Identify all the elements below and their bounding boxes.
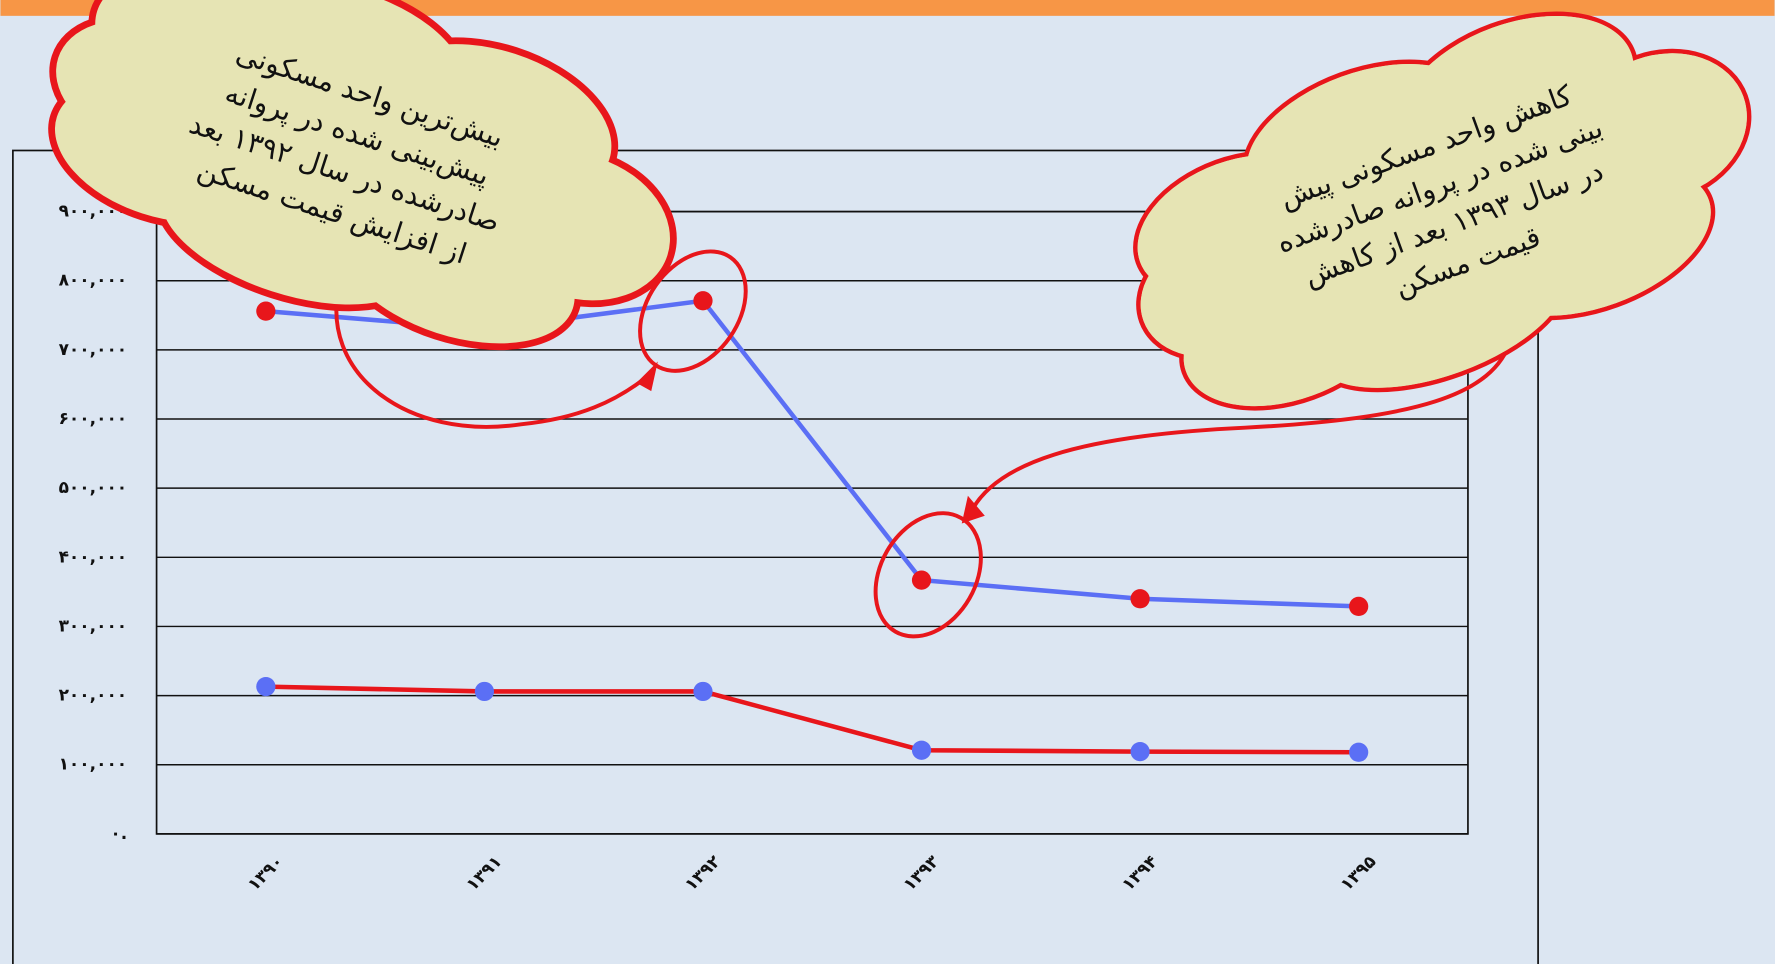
chart-frame bbox=[12, 149, 1539, 964]
data-point bbox=[1349, 596, 1369, 617]
data-point bbox=[693, 681, 713, 702]
y-tick-label: ۱۰۰,۰۰۰ bbox=[59, 755, 128, 775]
data-point bbox=[1130, 589, 1150, 609]
data-point bbox=[1349, 742, 1369, 762]
y-tick-label: ۵۰۰,۰۰۰ bbox=[59, 478, 128, 498]
y-tick-label: ۴۰۰,۰۰۰ bbox=[59, 547, 128, 567]
series-line bbox=[265, 684, 1359, 755]
cloud bbox=[1133, 11, 1752, 411]
cloud bbox=[48, 0, 677, 351]
data-point bbox=[1130, 741, 1150, 762]
data-point bbox=[256, 676, 276, 697]
data-point bbox=[911, 570, 932, 590]
data-point bbox=[256, 301, 276, 321]
data-point bbox=[911, 740, 932, 760]
data-point bbox=[693, 291, 713, 311]
y-tick-label: ۳۰۰,۰۰۰ bbox=[59, 616, 128, 636]
highlights bbox=[334, 249, 1513, 639]
arrow-head bbox=[961, 495, 985, 524]
plot: ۰. ۱۰۰,۰۰۰ ۲۰۰,۰۰۰ ۳۰۰,۰۰۰ ۴۰۰,۰۰۰ ۵۰۰,۰۰۰ ۶۰۰… bbox=[59, 202, 1469, 895]
y-tick-label: ۰. bbox=[110, 824, 127, 844]
arrow bbox=[969, 338, 1513, 513]
data-point bbox=[474, 681, 495, 702]
arrow bbox=[334, 282, 653, 429]
highlight-ellipse bbox=[873, 511, 983, 639]
y-tick-label: ۸۰۰,۰۰۰ bbox=[59, 271, 128, 291]
y-tick-label: ۲۰۰,۰۰۰ bbox=[59, 686, 128, 706]
y-tick-label: ۷۰۰,۰۰۰ bbox=[59, 340, 128, 360]
arrow-head bbox=[636, 361, 658, 392]
top-bar bbox=[0, 0, 1775, 16]
y-tick-label: ۶۰۰,۰۰۰ bbox=[59, 409, 128, 429]
